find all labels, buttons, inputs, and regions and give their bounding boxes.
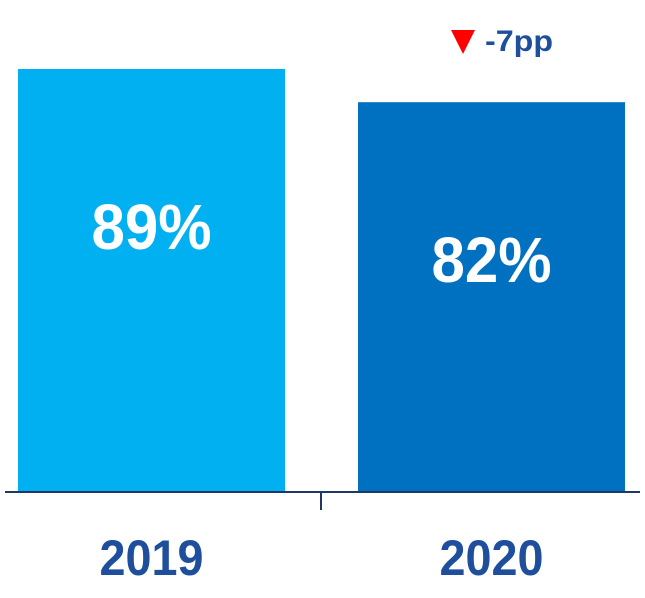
x-tick-label: 2019 [100,530,204,586]
bar [18,69,285,491]
x-tick-label: 2020 [440,530,544,586]
change-annotation: -7pp [485,25,553,58]
value-label: 82% [432,224,552,296]
value-label: 89% [92,191,212,263]
down-arrow [451,30,475,54]
bar [358,102,625,491]
